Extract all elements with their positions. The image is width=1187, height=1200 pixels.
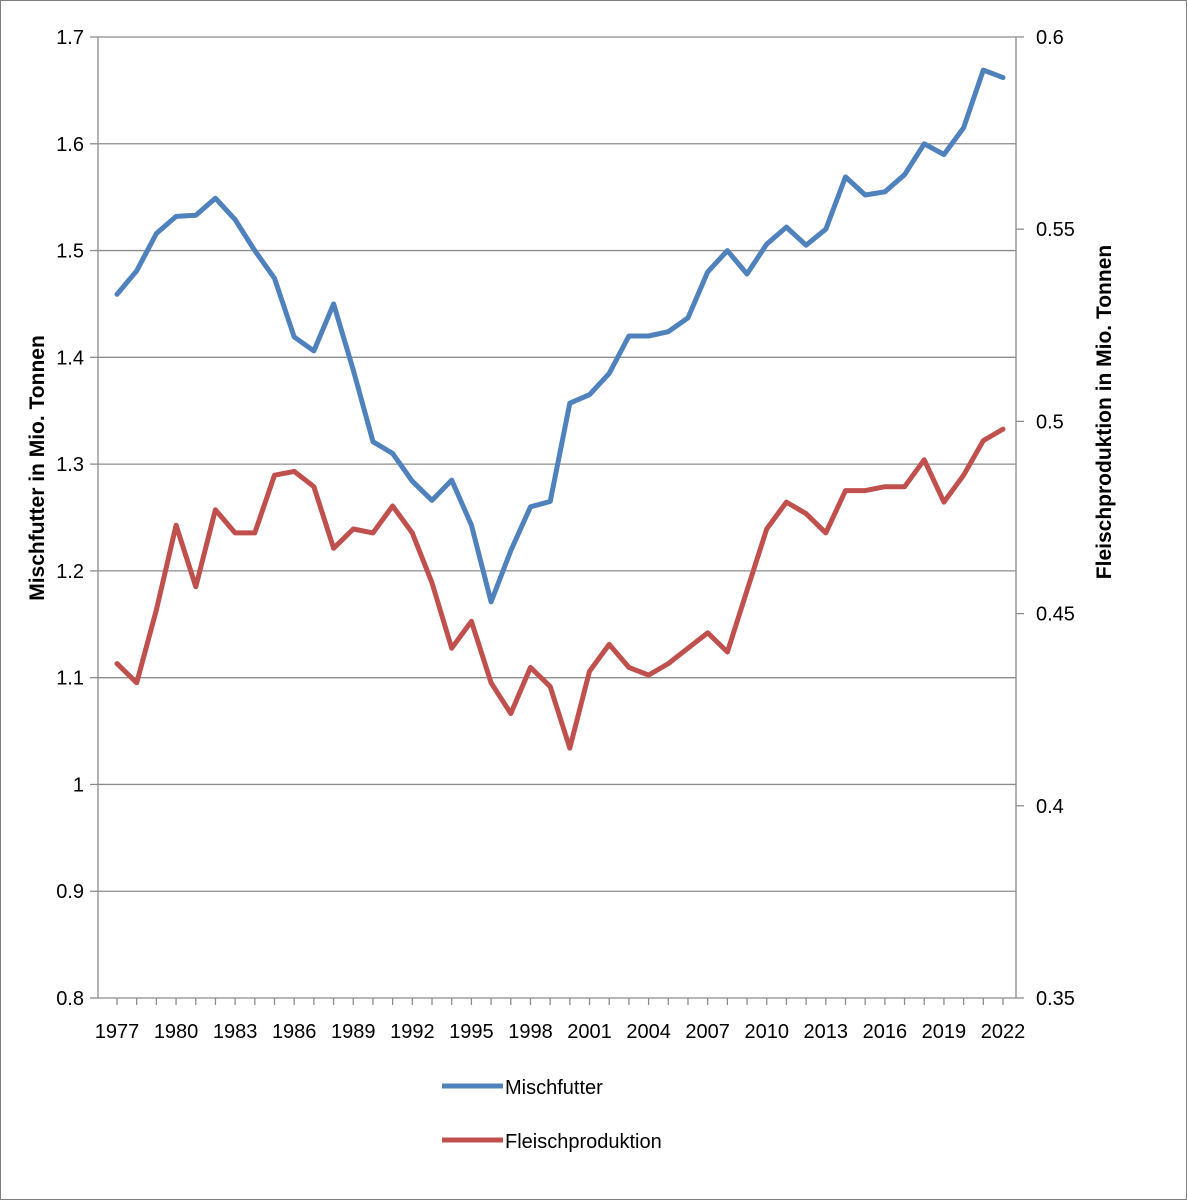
y2-tick-label: 0.4 [1036,796,1064,818]
y-tick-label: 1.6 [56,134,84,156]
x-tick-label: 2007 [685,1021,730,1043]
y2-tick-label: 0.35 [1036,988,1075,1010]
x-tick-label: 2022 [981,1021,1026,1043]
x-tick-label: 1983 [213,1021,258,1043]
y-tick-label: 1.1 [56,668,84,690]
series-line-mischfutter [114,67,1006,605]
y2-tick-label: 0.45 [1036,604,1075,626]
legend: Mischfutter Fleischproduktion [442,1077,662,1153]
x-tick-label: 1977 [95,1021,140,1043]
series-line-fleischproduktion [114,426,1006,751]
y2-tick-label: 0.5 [1036,411,1064,433]
x-tick-label: 2010 [744,1021,789,1043]
y-tick-label: 1 [73,774,84,796]
y-tick-label: 1.4 [56,347,84,369]
y-tick-label: 0.9 [56,881,84,903]
y-tick-label: 0.8 [56,988,84,1010]
y2-tick-label: 0.55 [1036,219,1075,241]
axes [97,37,1017,999]
y-axis-title: Mischfutter in Mio. Tonnen [26,335,49,601]
x-tick-label: 2016 [863,1021,908,1043]
y-tick-label: 1.7 [56,27,84,49]
x-tick-label: 2001 [567,1021,612,1043]
x-tick-label: 2019 [922,1021,967,1043]
legend-label: Fleischproduktion [505,1131,662,1153]
x-tick-label: 1998 [508,1021,553,1043]
y-tick-label: 1.2 [56,561,84,583]
x-tick-label: 1992 [390,1021,435,1043]
right-axis-ticks: 0.35 0.4 0.45 0.5 0.55 0.6 [1016,27,1075,1010]
y-tick-label: 1.3 [56,454,84,476]
legend-label: Mischfutter [505,1077,603,1099]
y-tick-label: 1.5 [56,241,84,263]
x-tick-label: 1986 [272,1021,317,1043]
x-tick-label: 1980 [154,1021,199,1043]
x-tick-label: 2004 [626,1021,671,1043]
x-tick-label: 1989 [331,1021,376,1043]
series-lines [114,67,1006,751]
x-tick-label: 2013 [804,1021,849,1043]
y2-tick-label: 0.6 [1036,27,1064,49]
y2-axis-title: Fleischproduktion in Mio. Tonnen [1093,245,1116,579]
x-tick-label: 1995 [449,1021,494,1043]
left-axis-ticks: 0.8 0.9 1 1.1 1.2 1.3 1.4 1.5 1.6 1.7 [56,27,98,1010]
gridlines [98,36,1016,892]
x-axis-ticks: 1977 1980 1983 1986 1989 1992 1995 1998 2001 2004… [95,998,1026,1043]
